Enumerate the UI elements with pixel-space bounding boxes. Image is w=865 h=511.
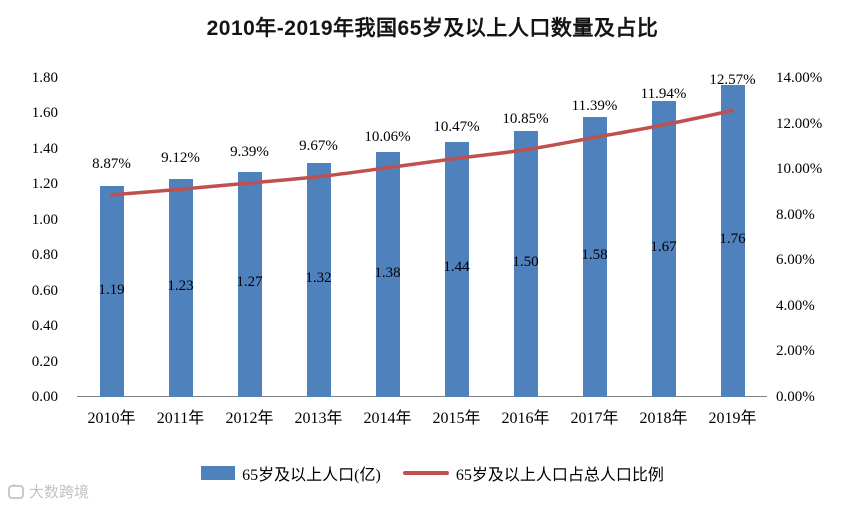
right-axis-tick: 10.00% [776,161,823,178]
bar-value-label: 1.44 [443,259,470,276]
percent-label: 8.87% [92,155,131,172]
bar-2015年 [444,141,469,397]
x-tick-2013年: 2013年 [294,410,343,427]
bar-2017年 [582,116,607,397]
bar-2011年 [168,179,193,397]
left-axis-labels: 0.00 0.20 0.40 0.60 0.80 1.00 1.20 1.40 1.60 1.80 [0,70,58,405]
percent-label: 12.57% [709,71,756,88]
left-axis-tick: 1.00 [31,211,58,228]
percent-label: 9.67% [299,137,338,154]
percent-label: 11.94% [640,85,687,102]
bar-2019年 [720,85,745,397]
bar-value-label: 1.32 [305,270,332,287]
x-axis-labels: 2010年 2011年 2012年 2013年 2014年 2015年 2016年 2017年… [77,404,767,428]
x-tick-2015年: 2015年 [432,410,481,427]
bar-2014年 [375,152,400,397]
percent-label: 9.12% [161,150,200,167]
left-axis-tick: 0.60 [31,282,58,299]
percentage-line-layer [109,108,735,197]
legend-line-label: 65岁及以上人口占总人口比例 [455,467,664,484]
bar-value-label: 1.38 [374,264,401,281]
bar-value-label: 1.58 [581,246,608,263]
left-axis-tick: 1.60 [31,105,58,122]
percent-label: 10.85% [502,110,549,127]
percent-label: 10.47% [433,119,480,136]
bar-value-label: 1.76 [719,231,746,248]
left-axis-tick: 0.40 [31,318,58,335]
bar-2018年 [651,101,676,397]
bar-value-label: 1.23 [167,278,194,294]
legend-item-line: 65岁及以上人口占总人口比例 [402,461,664,485]
left-axis-tick: 1.40 [31,140,58,157]
right-axis-labels: 0.00% 2.00% 4.00% 6.00% 8.00% 10.00% 12.00% 14.… [776,70,861,405]
bar-2012年 [237,171,262,397]
right-axis-tick: 0.00% [776,389,815,405]
percent-label: 9.39% [230,144,269,161]
bar-value-label: 1.19 [98,281,125,298]
bar-2010年 [99,186,124,397]
left-axis-tick: 1.20 [31,176,58,193]
left-axis-tick: 1.80 [31,70,58,86]
right-axis-tick: 12.00% [776,115,823,132]
chart-title: 2010年-2019年我国65岁及以上人口数量及占比 [206,17,659,40]
percent-label: 10.06% [364,128,411,145]
legend-line-swatch [402,471,449,475]
watermark-text: 大数跨境 [29,484,90,501]
x-tick-2010年: 2010年 [87,410,136,427]
left-axis-tick: 0.20 [31,353,58,370]
x-tick-2011年: 2011年 [156,410,205,427]
right-axis-tick: 14.00% [776,70,823,86]
bar-2016年 [513,131,538,397]
bar-value-label: 1.67 [650,239,677,256]
left-axis-tick: 0.80 [31,247,58,264]
right-axis-tick: 2.00% [776,343,815,360]
bar-2013年 [306,163,331,397]
x-tick-2016年: 2016年 [501,410,550,427]
x-tick-2019年: 2019年 [708,410,757,427]
bar-value-label: 1.27 [236,274,263,291]
plot-area: 1.19 8.87% 1.23 9.12% 1.27 9.39% 1.32 9.67% 1.38… [77,72,767,397]
percent-label: 11.39% [571,98,618,115]
legend-bar-swatch [201,466,236,480]
x-tick-2017年: 2017年 [570,410,619,427]
x-tick-2014年: 2014年 [363,410,412,427]
left-axis-tick: 0.00 [31,389,58,405]
bar-value-label: 1.50 [512,254,539,271]
legend-item-bars: 65岁及以上人口(亿) [201,461,381,485]
right-axis-tick: 6.00% [776,252,815,269]
legend-bar-label: 65岁及以上人口(亿) [242,467,381,484]
watermark-logo-icon [8,483,24,499]
x-tick-2012年: 2012年 [225,410,274,427]
x-tick-2018年: 2018年 [639,410,688,427]
right-axis-tick: 4.00% [776,297,815,314]
legend: 65岁及以上人口(亿) 65岁及以上人口占总人口比例 [0,461,865,485]
right-axis-tick: 8.00% [776,206,815,223]
percentage-line [109,108,735,197]
watermark: 大数跨境 [8,481,89,502]
